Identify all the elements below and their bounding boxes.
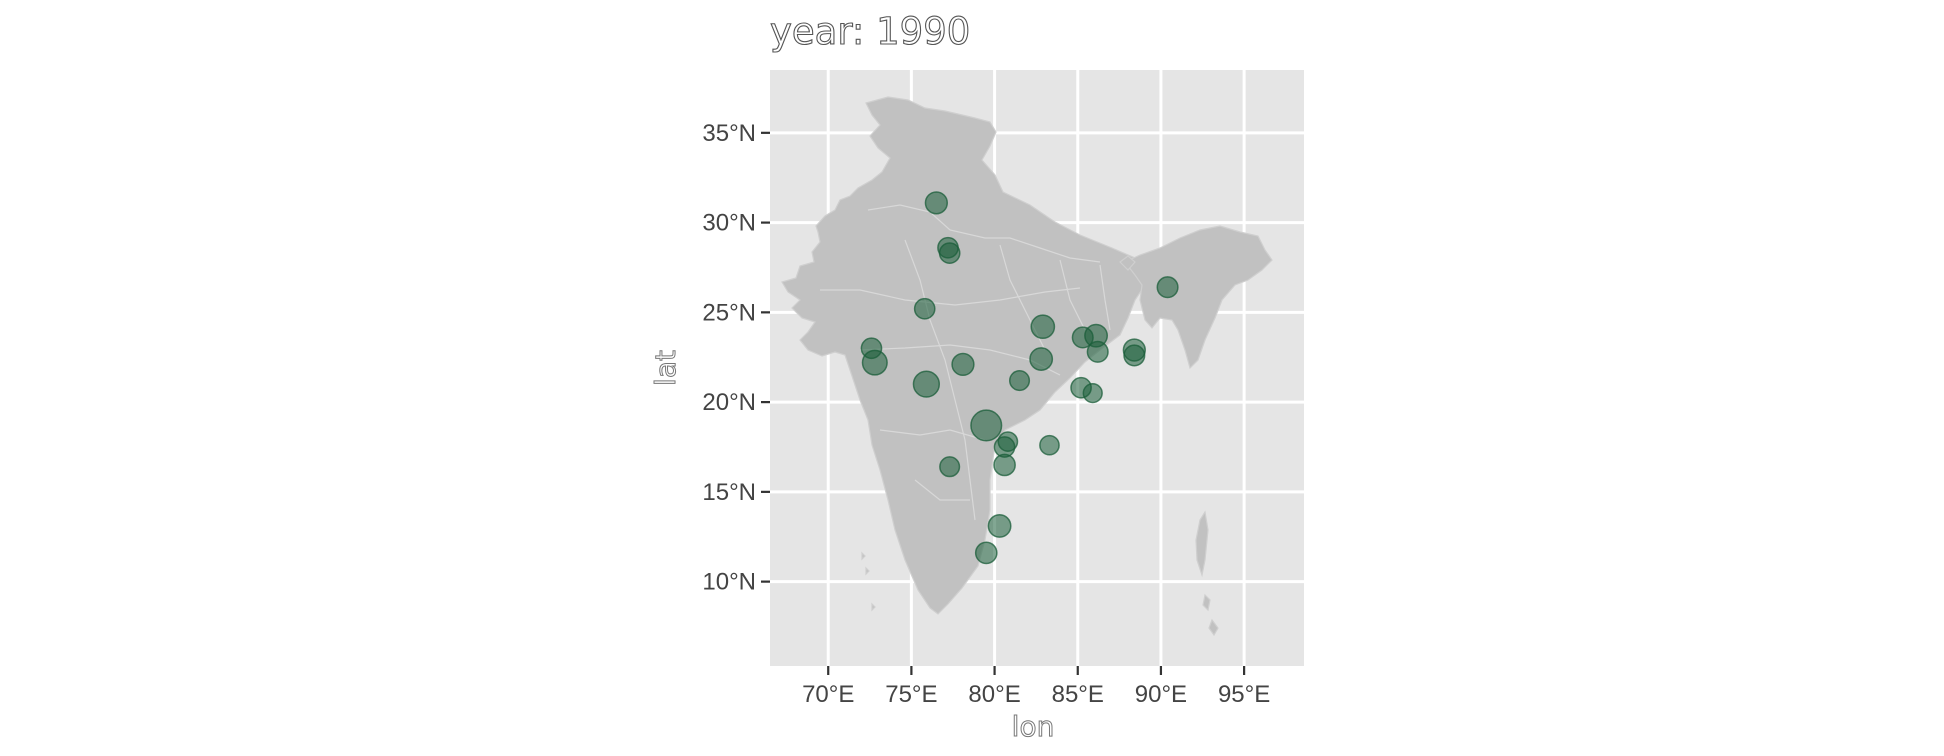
data-point [1039,434,1060,456]
y-tick-label: 15°N [702,479,756,506]
y-tick-label: 30°N [702,210,756,237]
x-tick-label: 80°E [968,681,1020,708]
axes: 70°E 75°E 80°E 85°E 90°E 95°E 10°N 15°N 20°N 25°N… [702,120,1270,708]
x-tick-label: 70°E [802,681,854,708]
y-tick-label: 20°N [702,389,756,416]
data-point [939,456,961,478]
data-point [974,541,998,565]
andaman-islands [1195,510,1209,578]
data-point [913,297,936,320]
lakshadweep-islands [861,551,876,612]
data-point [1029,347,1054,371]
india-northeast [1124,225,1273,370]
x-tick-label: 75°E [885,681,937,708]
data-point [970,409,1003,442]
data-point [1086,340,1109,363]
y-tick-label: 10°N [702,569,756,596]
x-axis-title: lon [1012,710,1055,743]
y-tick-label: 25°N [702,299,756,326]
y-axis-title: lat [649,350,682,386]
state-borders [820,204,1111,521]
data-point [951,352,975,377]
data-point [1082,382,1103,404]
y-tick-label: 35°N [702,120,756,147]
india-sikkim [1119,255,1136,271]
x-tick-label: 95°E [1218,681,1270,708]
data-point [993,453,1016,477]
data-point [861,349,888,376]
chart-title: year: 1990 [770,10,970,53]
data-points [860,191,1179,565]
x-tick-label: 85°E [1052,681,1104,708]
data-point [1123,344,1146,367]
data-point [912,370,941,398]
data-point [1156,276,1179,299]
nicobar-islands [1202,593,1219,637]
data-point [938,242,961,264]
data-point [1030,314,1056,340]
data-point [987,514,1012,538]
x-tick-label: 90°E [1135,681,1187,708]
data-point [924,191,949,215]
data-point [1008,370,1031,392]
